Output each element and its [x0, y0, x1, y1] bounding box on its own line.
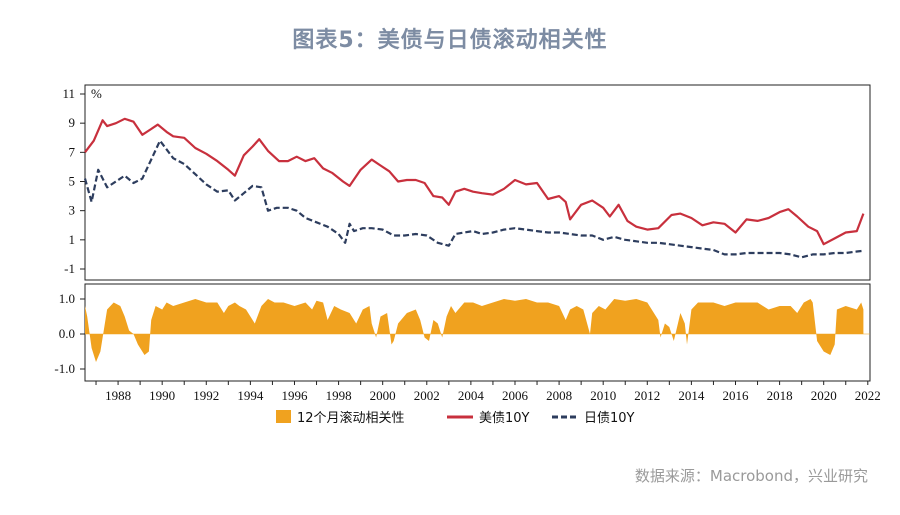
- x-tick-label: 1992: [193, 388, 219, 403]
- y-tick-label: 1.0: [59, 291, 75, 306]
- x-tick-label: 2006: [502, 388, 529, 403]
- x-tick-label: 2000: [370, 388, 396, 403]
- x-tick-label: 2012: [634, 388, 660, 403]
- y-tick-label: 5: [69, 174, 76, 189]
- x-tick-label: 2004: [458, 388, 485, 403]
- y-tick-label: 0.0: [59, 326, 75, 341]
- y-tick-label: 11: [62, 86, 75, 101]
- legend-label: 日债10Y: [584, 411, 635, 426]
- bottom-panel: 1.0 0.0 -1.0 1988 1990 1992 1994 1996 1998 2000 20…: [54, 283, 881, 403]
- chart-title: 图表5：美债与日债滚动相关性: [292, 28, 608, 53]
- series-line-jp10y: [83, 139, 864, 259]
- y-tick-label: 7: [69, 144, 76, 159]
- x-tick-label: 1990: [149, 388, 175, 403]
- x-tick-label: 1994: [237, 388, 264, 403]
- top-panel: 11 9 7 5 3 1 -1%: [62, 84, 871, 281]
- x-tick-label: 2016: [722, 388, 749, 403]
- unit-label: %: [91, 86, 102, 101]
- x-tick-label: 2022: [855, 388, 881, 403]
- legend-swatch-corr: [276, 410, 291, 423]
- x-tick-label: 2020: [811, 388, 837, 403]
- y-tick-label: 3: [69, 203, 76, 218]
- legend: 12个月滚动相关性 美债10Y 日债10Y: [276, 410, 635, 426]
- x-tick-label: 2018: [767, 388, 793, 403]
- y-tick-label: -1: [64, 261, 75, 276]
- y-tick-label: 1: [69, 232, 76, 247]
- series-area-corr: [85, 299, 864, 362]
- legend-label: 美债10Y: [479, 411, 530, 426]
- source-note: 数据来源：Macrobond，兴业研究: [634, 467, 868, 485]
- x-tick-label: 2002: [414, 388, 440, 403]
- x-tick-label: 1996: [281, 388, 308, 403]
- x-tick-label: 2014: [678, 388, 705, 403]
- series-line-us10y: [84, 117, 865, 246]
- y-tick-label: 9: [69, 115, 76, 130]
- y-tick-label: -1.0: [54, 361, 75, 376]
- x-tick-label: 2010: [590, 388, 616, 403]
- x-tick-label: 1988: [105, 388, 131, 403]
- legend-label: 12个月滚动相关性: [297, 410, 405, 426]
- x-tick-label: 2008: [546, 388, 572, 403]
- x-tick-label: 1998: [326, 388, 352, 403]
